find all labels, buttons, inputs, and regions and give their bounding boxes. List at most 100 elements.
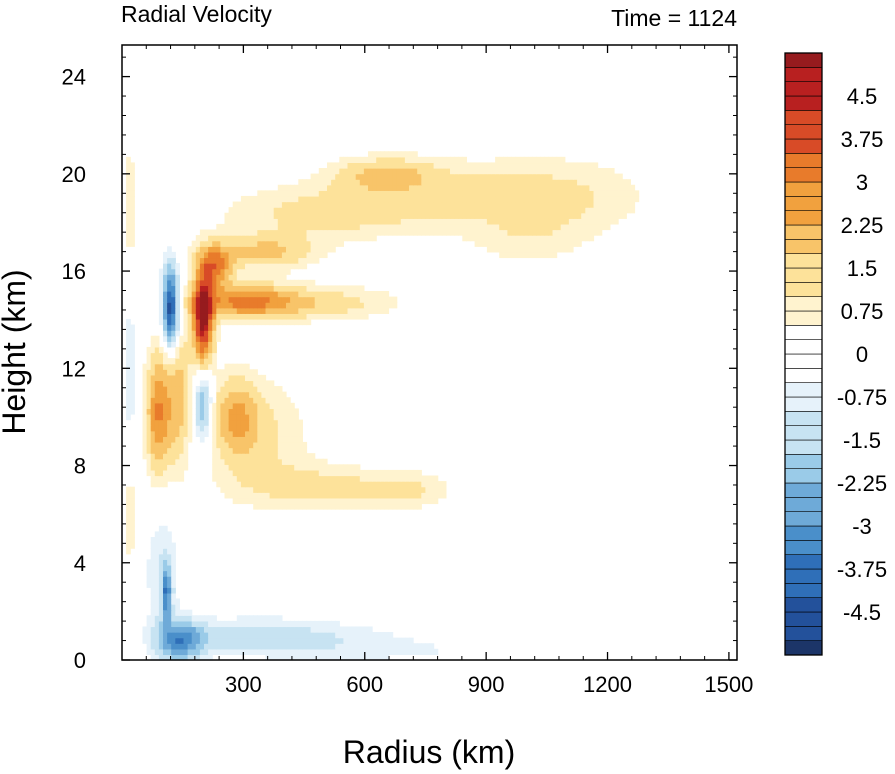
heatmap-cell xyxy=(470,168,476,175)
heatmap-cell xyxy=(158,391,164,398)
heatmap-cell xyxy=(630,195,636,203)
heatmap-cell xyxy=(372,235,377,242)
heatmap-cell xyxy=(322,223,328,231)
heatmap-cell xyxy=(294,251,299,259)
heatmap-cell xyxy=(163,335,168,342)
heatmap-cell xyxy=(286,492,291,499)
heatmap-cell xyxy=(298,654,303,661)
heatmap-cell xyxy=(286,632,291,639)
heatmap-cell xyxy=(240,386,246,393)
heatmap-cell xyxy=(327,648,332,656)
heatmap-cell xyxy=(306,318,312,326)
heatmap-cell xyxy=(409,190,414,197)
heatmap-cell xyxy=(495,179,500,186)
heatmap-cell xyxy=(322,643,328,650)
colorbar-label: 2.25 xyxy=(841,213,884,238)
heatmap-cell xyxy=(355,212,361,219)
heatmap-cell xyxy=(232,274,238,281)
heatmap-cell xyxy=(150,648,156,656)
heatmap-cell xyxy=(327,492,332,499)
heatmap-cell xyxy=(130,240,135,247)
heatmap-cell xyxy=(277,274,283,281)
heatmap-cell xyxy=(515,162,521,169)
heatmap-cell xyxy=(224,492,230,499)
heatmap-cell xyxy=(249,492,254,499)
heatmap-cell xyxy=(359,643,365,650)
heatmap-cell xyxy=(167,335,172,342)
heatmap-cell xyxy=(462,229,467,236)
heatmap-cell xyxy=(355,179,361,186)
heatmap-cell xyxy=(187,386,193,393)
heatmap-cell xyxy=(179,632,185,639)
heatmap-cell xyxy=(130,195,135,203)
heatmap-cell xyxy=(249,369,254,376)
heatmap-cell xyxy=(167,464,172,471)
heatmap-cell xyxy=(515,223,521,231)
heatmap-cell xyxy=(265,458,271,465)
heatmap-cell xyxy=(236,291,242,298)
heatmap-cell xyxy=(257,190,262,197)
heatmap-cell xyxy=(302,195,308,203)
heatmap-cell xyxy=(298,212,303,219)
heatmap-cell xyxy=(158,430,164,437)
heatmap-cell xyxy=(355,654,361,661)
heatmap-cell xyxy=(253,436,258,443)
heatmap-cell xyxy=(158,587,164,594)
heatmap-cell xyxy=(240,492,246,499)
heatmap-cell xyxy=(425,643,431,650)
heatmap-cell xyxy=(519,184,525,191)
heatmap-cell xyxy=(413,179,418,186)
heatmap-cell xyxy=(236,246,242,253)
heatmap-cell xyxy=(269,486,275,493)
heatmap-cell xyxy=(195,235,201,242)
heatmap-cell xyxy=(171,576,176,583)
heatmap-cell xyxy=(273,414,279,421)
heatmap-cell xyxy=(351,168,357,175)
heatmap-cell xyxy=(527,229,533,236)
heatmap-cell xyxy=(417,475,422,482)
heatmap-cell xyxy=(577,173,582,180)
colorbar-segment xyxy=(784,525,823,541)
heatmap-cell xyxy=(216,458,221,465)
heatmap-cell xyxy=(130,374,135,382)
heatmap-cell xyxy=(232,380,238,387)
heatmap-cell xyxy=(150,615,156,622)
heatmap-cell xyxy=(150,553,156,560)
heatmap-cell xyxy=(331,475,336,482)
heatmap-cell xyxy=(154,587,160,594)
heatmap-cell xyxy=(240,374,246,382)
heatmap-cell xyxy=(126,497,131,505)
heatmap-cell xyxy=(368,190,373,197)
heatmap-cell xyxy=(417,229,422,236)
heatmap-cell xyxy=(286,419,291,426)
heatmap-cell xyxy=(142,391,148,398)
heatmap-cell xyxy=(236,441,242,449)
heatmap-cell xyxy=(339,179,344,186)
heatmap-cell xyxy=(482,235,488,242)
heatmap-cell xyxy=(597,195,603,203)
heatmap-cell xyxy=(478,212,484,219)
heatmap-cell xyxy=(359,173,365,180)
heatmap-cell xyxy=(191,632,197,639)
heatmap-cell xyxy=(396,156,402,164)
heatmap-cell xyxy=(306,285,312,292)
heatmap-cell xyxy=(359,296,365,303)
colorbar-segment xyxy=(784,67,823,82)
heatmap-cell xyxy=(240,632,246,639)
heatmap-cell xyxy=(220,257,226,264)
heatmap-cell xyxy=(175,475,180,482)
heatmap-cell xyxy=(273,201,279,208)
heatmap-cell xyxy=(335,184,340,191)
heatmap-cell xyxy=(167,285,172,292)
heatmap-cell xyxy=(359,654,365,661)
heatmap-cell xyxy=(380,218,385,225)
heatmap-cell xyxy=(220,637,226,644)
heatmap-cell xyxy=(171,469,176,477)
heatmap-cell xyxy=(150,425,156,432)
heatmap-cell xyxy=(183,654,189,661)
heatmap-cell xyxy=(220,302,226,309)
heatmap-cell xyxy=(421,201,426,208)
heatmap-cell xyxy=(216,391,221,398)
heatmap-cell xyxy=(183,296,189,303)
heatmap-cell xyxy=(458,195,463,203)
